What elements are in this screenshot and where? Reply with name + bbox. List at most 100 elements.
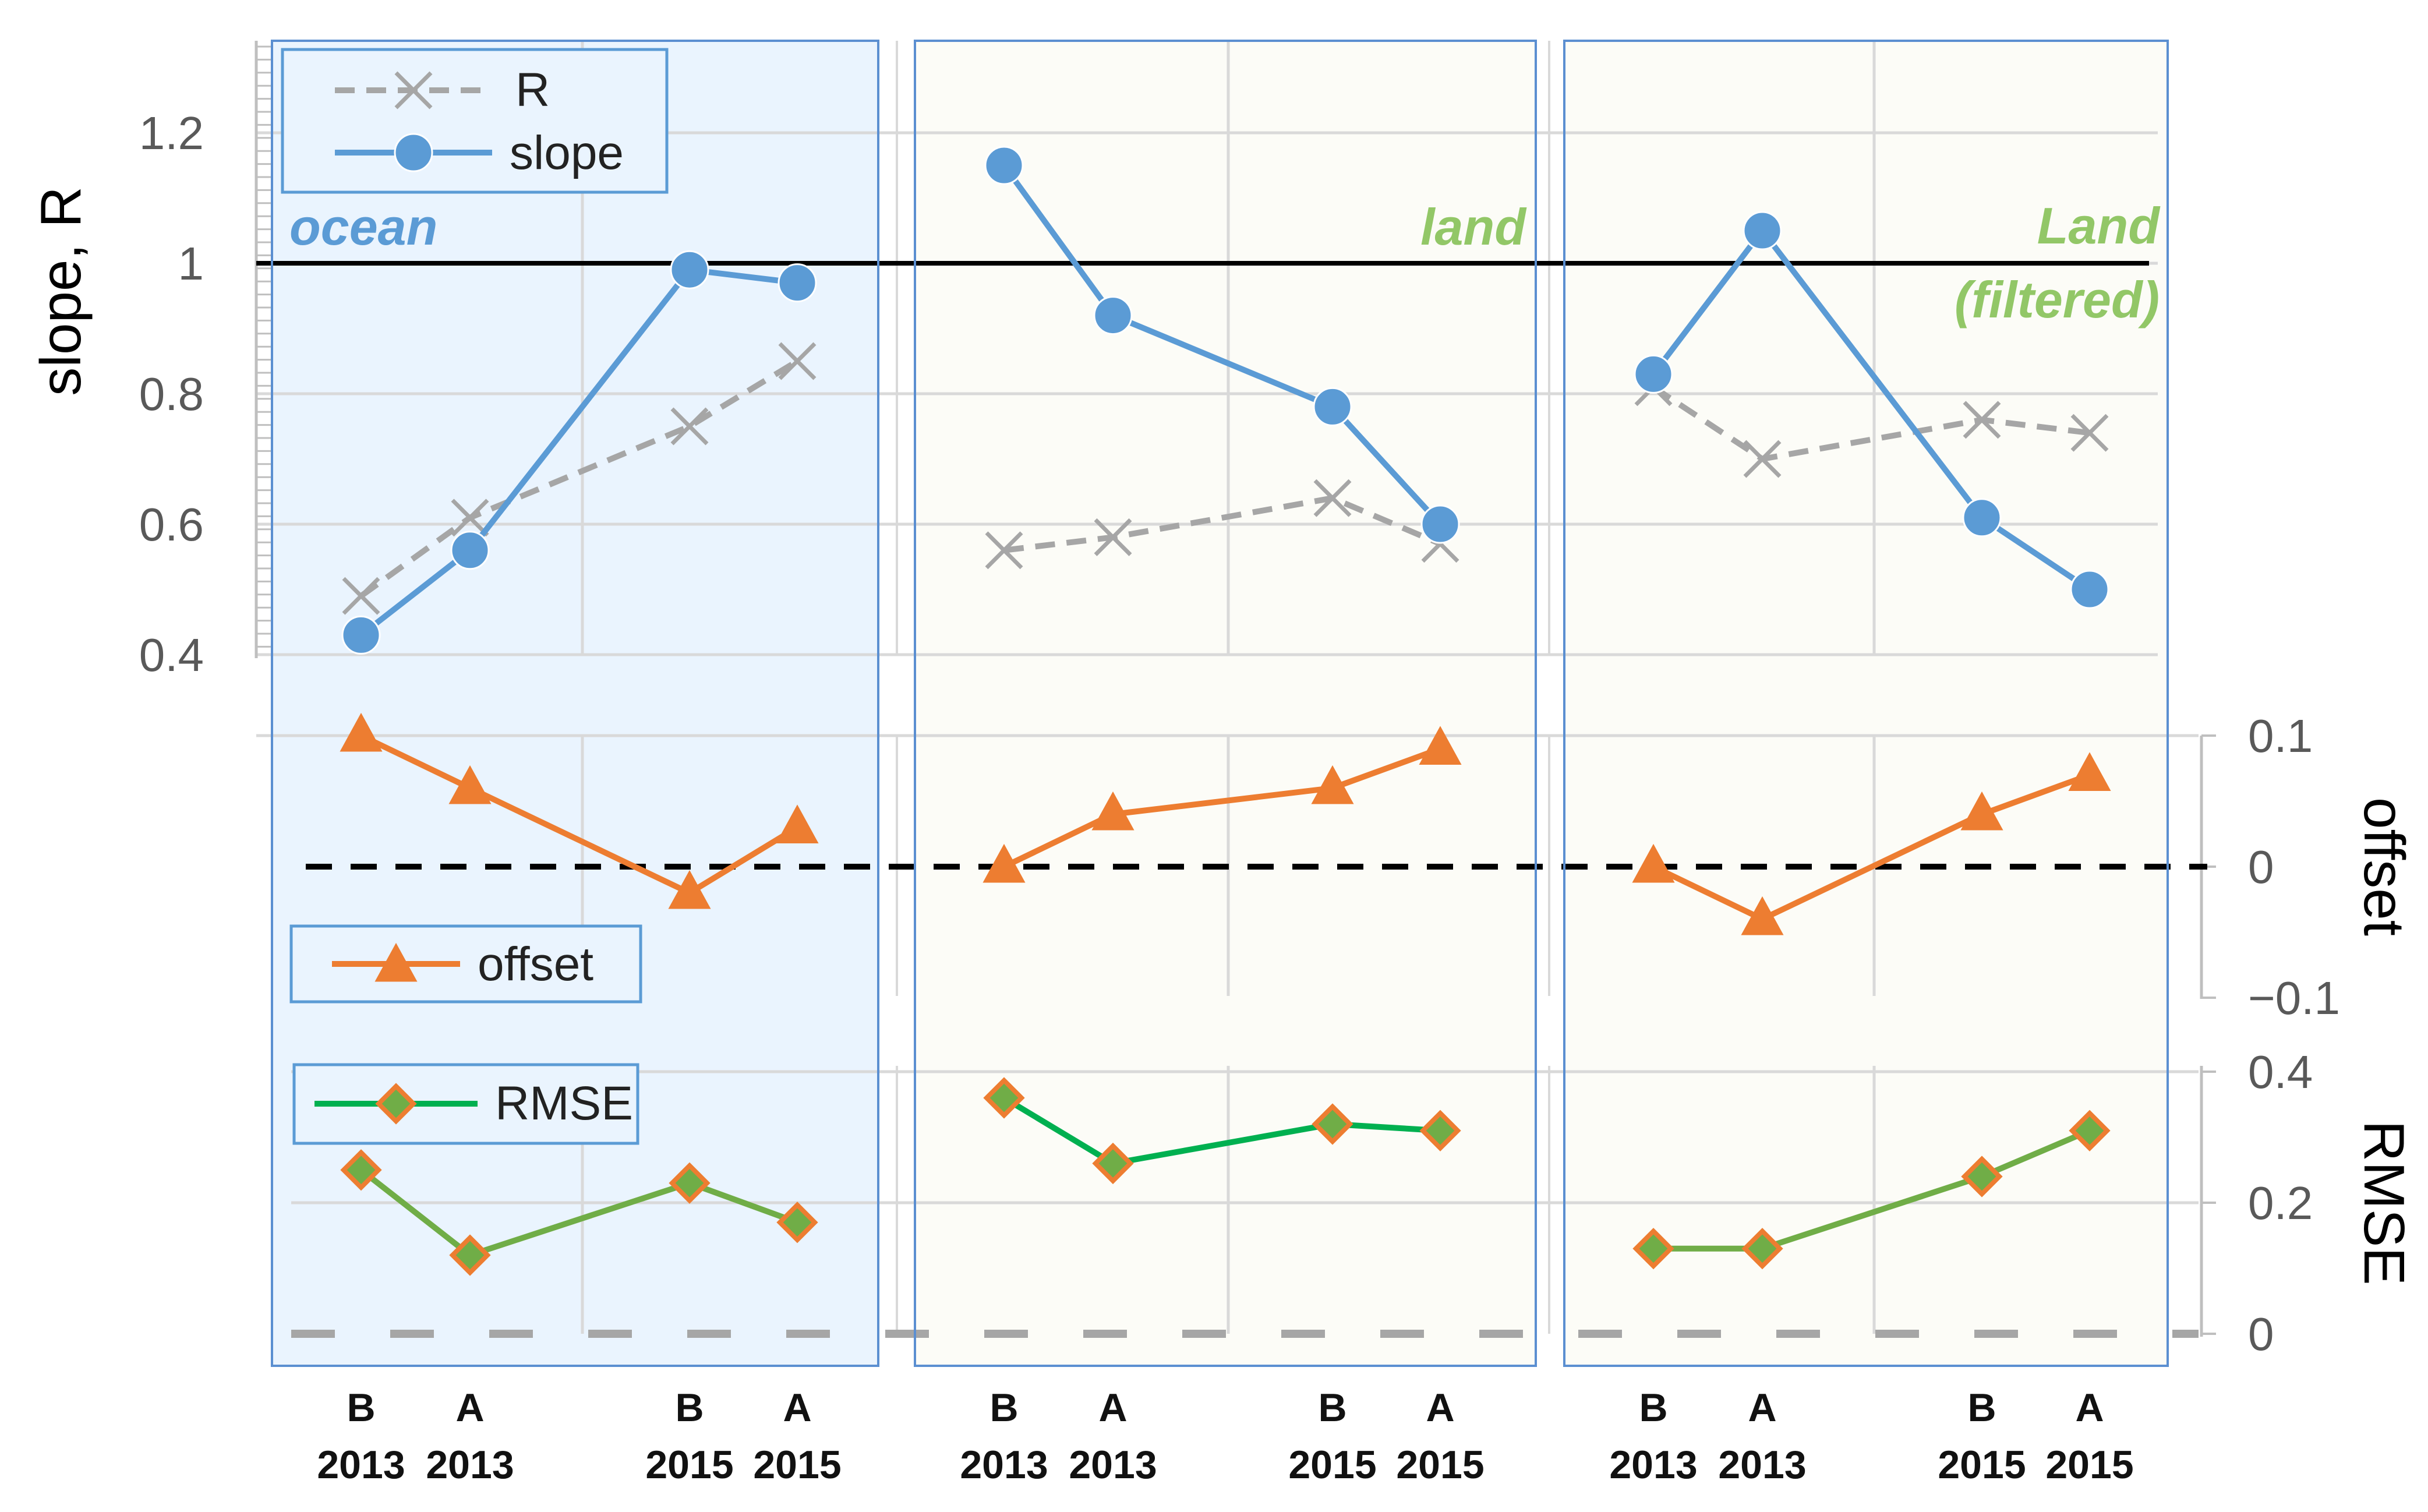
data-point-r-panel-2-2-stroke <box>1094 518 1132 556</box>
data-point-offset-panel-3-1 <box>1632 843 1675 883</box>
category-label-bottom-panel-3-4: 2015 <box>2045 1443 2133 1487</box>
data-point-r-panel-3-3 <box>1963 401 2001 439</box>
data-point-offset-panel-1-4 <box>776 804 819 843</box>
data-point-r-panel-1-2 <box>451 499 489 537</box>
category-label-top-panel-3-3: B <box>1967 1386 1996 1430</box>
data-point-slope-panel-1-2 <box>450 531 490 570</box>
category-label-bottom-panel-1-1: 2013 <box>317 1443 405 1487</box>
data-point-slope-panel-2-3 <box>1313 387 1352 426</box>
data-point-r-panel-1-4 <box>778 342 817 380</box>
series-line-r-panel-2 <box>1003 495 1441 553</box>
data-point-offset-panel-2-4 <box>1419 726 1462 765</box>
data-point-slope-panel-1-1 <box>341 615 381 655</box>
data-point-rmse-panel-1-4 <box>776 1202 818 1243</box>
series-line-slope-panel-1 <box>359 267 798 638</box>
data-point-rmse-panel-3-1 <box>1632 1228 1674 1270</box>
series-line-slope-panel-2 <box>1001 164 1443 527</box>
category-label-bottom-panel-3-2: 2013 <box>1718 1443 1806 1487</box>
panel-border <box>1563 40 2169 1367</box>
panel-border <box>914 40 1537 1367</box>
data-point-offset-panel-1-2 <box>448 765 492 804</box>
series-line-rmse-panel-1 <box>359 1167 798 1258</box>
panel-label-ocean: ocean <box>289 198 437 256</box>
data-point-offset-panel-2-3 <box>1311 765 1354 804</box>
legend-label-offset: offset <box>478 938 593 991</box>
data-point-r-panel-1-2-stroke <box>451 499 489 537</box>
data-point-rmse-panel-3-2 <box>1741 1228 1783 1270</box>
category-label-top-panel-2-2: A <box>1098 1386 1127 1430</box>
category-label-top-panel-1-3: B <box>675 1386 704 1430</box>
y-tick-label-rmse: 0.4 <box>2248 1046 2313 1098</box>
data-point-slope-panel-3-3 <box>1962 498 2002 538</box>
category-label-bottom-panel-3-1: 2013 <box>1609 1443 1697 1487</box>
series-line-offset-panel-2 <box>1002 746 1441 870</box>
data-point-offset-panel-1-3 <box>668 870 711 909</box>
data-point-slope-panel-2-4 <box>1420 504 1460 544</box>
panel-label-filtered: (filtered) <box>1955 271 2160 328</box>
category-label-bottom-panel-1-2: 2013 <box>426 1443 514 1487</box>
data-point-rmse-panel-3-3 <box>1961 1156 2003 1197</box>
y-tick-label-offset: 0.1 <box>2248 710 2313 762</box>
series-line-r-panel-3 <box>1652 384 2090 462</box>
data-point-r-panel-1-3-stroke <box>670 407 709 446</box>
legend-box-offset <box>289 924 642 1004</box>
data-point-rmse-panel-2-4 <box>1419 1110 1461 1151</box>
data-point-rmse-panel-2-2 <box>1092 1142 1134 1185</box>
legend-marker-r-stroke <box>394 71 433 109</box>
data-point-offset-panel-3-3 <box>1960 791 2003 831</box>
data-point-offset-panel-2-1 <box>982 843 1026 883</box>
panel-border <box>271 40 879 1367</box>
legend-label-r: R <box>515 63 550 116</box>
category-label-top-panel-2-3: B <box>1318 1386 1346 1430</box>
data-point-rmse-panel-2-3 <box>1312 1103 1353 1145</box>
data-point-offset-panel-2-2 <box>1091 791 1135 831</box>
data-point-slope-panel-3-2 <box>1743 211 1782 250</box>
data-point-offset-panel-1-1 <box>340 712 383 752</box>
legend-marker-r <box>394 71 433 109</box>
data-point-slope-panel-2-2 <box>1093 296 1133 335</box>
data-point-r-panel-2-1-stroke <box>985 531 1023 570</box>
panel-label-land-filtered: Land <box>2037 197 2161 255</box>
y-tick-label-offset: 0 <box>2248 841 2274 893</box>
data-point-r-panel-3-4 <box>2070 414 2109 452</box>
data-point-slope-panel-1-3 <box>670 250 709 289</box>
y-tick-label-left: 0.6 <box>139 499 204 550</box>
legend-box-slope-r <box>281 48 669 194</box>
data-point-r-panel-3-2-stroke <box>1743 440 1782 478</box>
legend-label-slope: slope <box>510 126 624 179</box>
category-label-top-panel-2-4: A <box>1426 1386 1454 1430</box>
data-point-r-panel-1-1-stroke <box>342 577 380 615</box>
category-label-bottom-panel-1-4: 2015 <box>753 1443 841 1487</box>
category-label-top-panel-1-4: A <box>783 1386 811 1430</box>
y-axis-title-offset: offset <box>2352 797 2416 936</box>
y-tick-label-left: 1.2 <box>139 107 204 159</box>
legend-marker-slope <box>394 133 433 172</box>
data-point-slope-panel-3-4 <box>2070 570 2109 609</box>
data-point-slope-panel-3-1 <box>1634 354 1673 394</box>
y-tick-label-rmse: 0.2 <box>2248 1177 2313 1229</box>
series-line-r-panel-1 <box>359 358 799 599</box>
category-label-bottom-panel-2-1: 2013 <box>960 1443 1048 1487</box>
category-label-top-panel-2-1: B <box>989 1386 1018 1430</box>
series-line-slope-panel-3 <box>1651 228 2091 592</box>
category-label-top-panel-3-4: A <box>2075 1386 2104 1430</box>
category-label-bottom-panel-2-3: 2015 <box>1288 1443 1376 1487</box>
y-tick-label-offset: −0.1 <box>2248 972 2340 1024</box>
data-point-r-panel-2-3 <box>1313 479 1352 517</box>
data-point-r-panel-2-3-stroke <box>1313 479 1352 517</box>
data-point-r-panel-1-1 <box>342 577 380 615</box>
data-point-r-panel-3-4-stroke <box>2070 414 2109 452</box>
y-tick-label-left: 0.4 <box>139 629 204 681</box>
data-point-slope-panel-1-4 <box>777 263 817 303</box>
y-tick-label-rmse: 0 <box>2248 1308 2274 1360</box>
series-line-rmse-panel-2 <box>1002 1095 1441 1167</box>
y-tick-label-left: 0.8 <box>139 368 204 420</box>
data-point-r-panel-1-3 <box>670 407 709 446</box>
category-label-bottom-panel-2-4: 2015 <box>1396 1443 1484 1487</box>
category-label-top-panel-1-1: B <box>347 1386 375 1430</box>
data-point-rmse-panel-1-3 <box>669 1162 711 1204</box>
data-point-r-panel-3-2 <box>1743 440 1782 478</box>
data-point-slope-panel-2-1 <box>984 146 1024 185</box>
data-point-rmse-panel-2-1 <box>983 1077 1025 1119</box>
